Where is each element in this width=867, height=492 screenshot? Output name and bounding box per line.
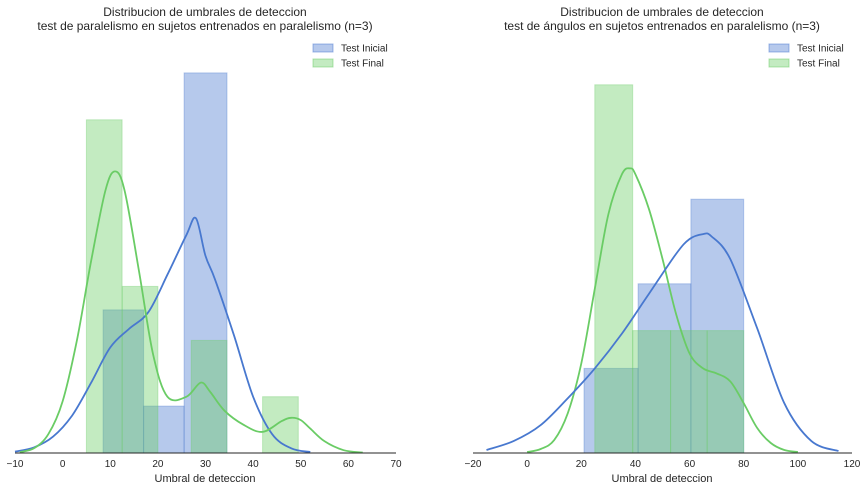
right-legend-swatch-initial [768,43,790,53]
left-bar-final-1 [121,285,159,454]
right-x-tick-label-1: 0 [524,459,530,470]
right-legend-swatch-final [768,58,790,68]
left-x-tick-label-6: 50 [295,459,307,470]
right-x-tick-label-7: 120 [844,459,861,470]
left-legend-swatch-final [312,58,334,68]
right-x-tick-label-4: 60 [684,459,696,470]
right-x-tick-label-3: 40 [630,459,642,470]
right-bar-final-0 [594,84,634,454]
right-x-tick-label-6: 100 [790,459,807,470]
left-x-tick-label-1: 0 [60,459,66,470]
left-bars [85,72,299,454]
right-chart-title-line2: test de ángulos en sujetos entrenados en… [504,19,820,33]
right-legend: Test Inicial Test Final [768,43,844,70]
right-legend-label-initial: Test Inicial [797,44,844,55]
left-chart-title-line1: Distribucion de umbrales de deteccion [103,5,306,19]
left-kde-final [19,170,363,454]
right-kde-initial [486,232,839,452]
left-kde-initial [14,216,311,453]
left-kde-lines [14,170,363,454]
right-x-axis-label: Umbral de deteccion [612,473,713,485]
right-bar-final-1 [632,330,672,454]
left-legend: Test Inicial Test Final [312,43,388,70]
left-x-tick-label-5: 40 [248,459,260,470]
right-x-tick-label-0: −20 [465,459,482,470]
right-chart: Distribucion de umbrales de deteccion te… [465,5,861,485]
right-bar-final-2 [670,330,708,454]
right-kde-lines [486,167,839,453]
left-x-tick-label-7: 60 [343,459,355,470]
right-x-ticks: −20 0 20 40 60 80 100 120 [465,459,861,470]
left-x-tick-label-4: 30 [200,459,212,470]
right-chart-title-line1: Distribucion de umbrales de deteccion [560,5,763,19]
left-x-tick-label-0: −10 [7,459,24,470]
left-x-axis-label: Umbral de deteccion [155,473,256,485]
right-legend-label-final: Test Final [797,59,840,70]
left-legend-label-initial: Test Inicial [341,44,388,55]
right-x-tick-label-5: 80 [738,459,750,470]
left-chart: Distribucion de umbrales de deteccion te… [7,5,402,485]
left-chart-title-line2: test de paralelismo en sujetos entrenado… [37,19,372,33]
left-legend-label-final: Test Final [341,59,384,70]
left-bar-initial-2 [183,72,228,454]
left-legend-swatch-initial [312,43,334,53]
right-x-tick-label-2: 20 [576,459,588,470]
right-bars [583,84,745,454]
right-kde-final [526,167,799,453]
left-x-tick-label-3: 20 [152,459,164,470]
left-x-tick-label-2: 10 [105,459,117,470]
left-bar-final-3 [262,396,299,454]
left-x-tick-label-8: 70 [390,459,402,470]
left-bar-final-2 [190,339,228,454]
left-bar-initial-1 [143,405,185,454]
left-x-ticks: −10 0 10 20 30 40 50 60 70 [7,459,402,470]
left-bar-final-0 [85,119,123,454]
